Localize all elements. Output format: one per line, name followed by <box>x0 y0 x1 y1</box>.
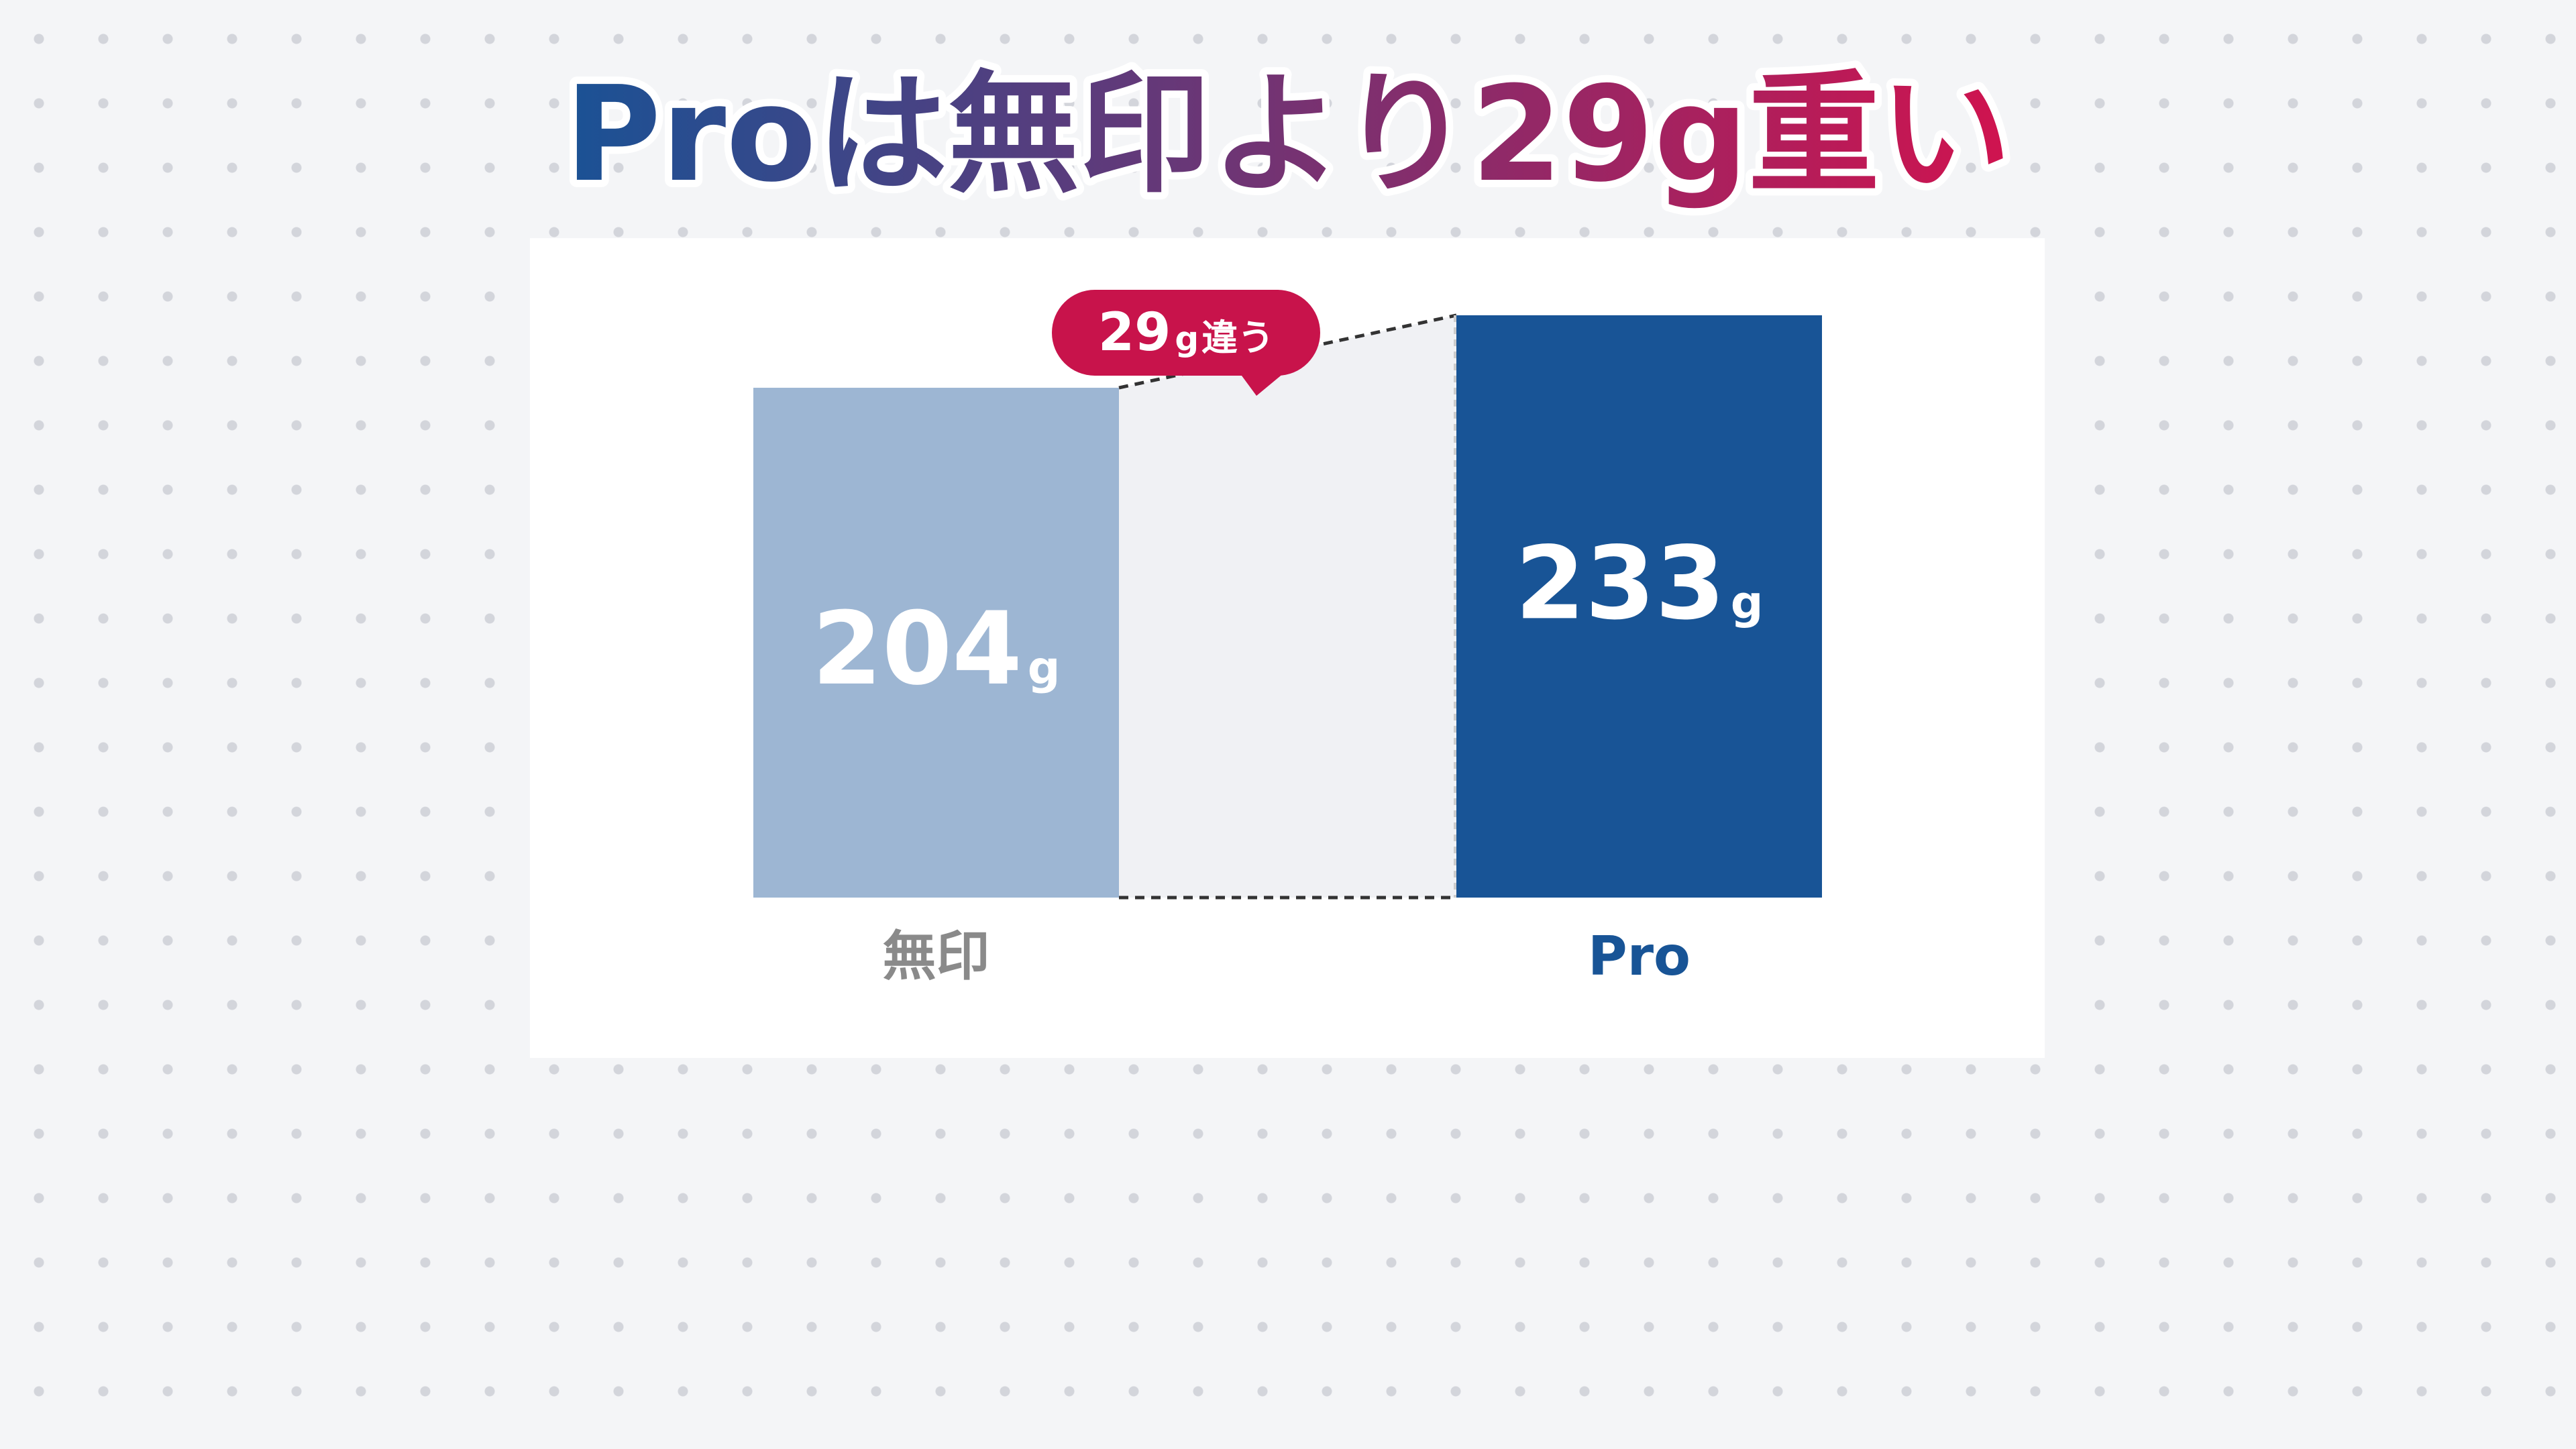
difference-region <box>1119 315 1456 898</box>
difference-callout: 29 g違う <box>1052 290 1320 396</box>
chart-title: Proは無印より29g重い <box>557 51 2019 219</box>
bar-value-muji-number: 204 <box>812 591 1022 708</box>
difference-unit: g <box>1175 319 1199 358</box>
bar-value-muji: 204 g <box>812 591 1061 708</box>
bar-muji <box>753 388 1119 898</box>
difference-value: 29 <box>1098 303 1171 363</box>
bar-value-pro-number: 233 <box>1515 525 1725 642</box>
difference-top-connector <box>1118 313 1457 390</box>
difference-callout-bubble <box>1052 290 1320 376</box>
difference-callout-tail <box>1240 373 1284 396</box>
bar-value-pro-unit: g <box>1731 576 1764 629</box>
difference-callout-text: 29 g違う <box>1098 303 1274 363</box>
bar-value-muji-unit: g <box>1028 642 1061 695</box>
chart-title-text: Proは無印より29g重い <box>565 58 2011 211</box>
category-label-pro: Pro <box>1588 925 1690 987</box>
category-label-muji: 無印 <box>883 925 990 987</box>
difference-suffix: 違う <box>1201 317 1274 359</box>
bar-pro <box>1456 315 1822 898</box>
bar-value-pro: 233 g <box>1515 525 1764 642</box>
